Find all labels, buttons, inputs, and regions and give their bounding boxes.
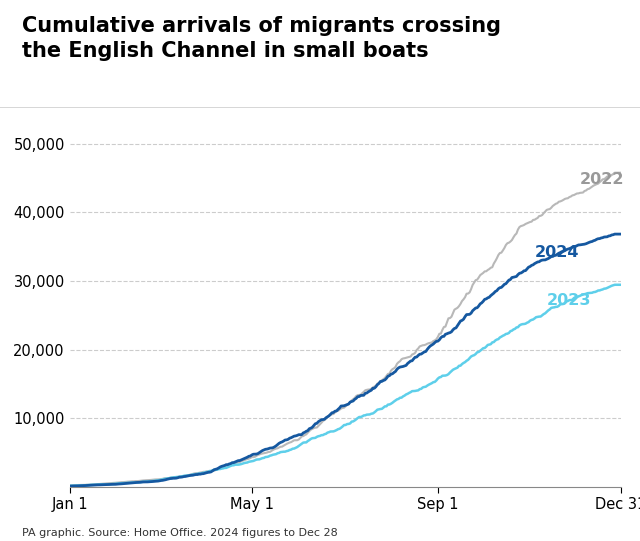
Text: PA graphic. Source: Home Office. 2024 figures to Dec 28: PA graphic. Source: Home Office. 2024 fi… <box>22 529 338 538</box>
Text: 2023: 2023 <box>547 293 591 308</box>
Text: 2024: 2024 <box>534 245 579 260</box>
Text: 2022: 2022 <box>580 172 625 187</box>
Text: Cumulative arrivals of migrants crossing
the English Channel in small boats: Cumulative arrivals of migrants crossing… <box>22 16 501 61</box>
